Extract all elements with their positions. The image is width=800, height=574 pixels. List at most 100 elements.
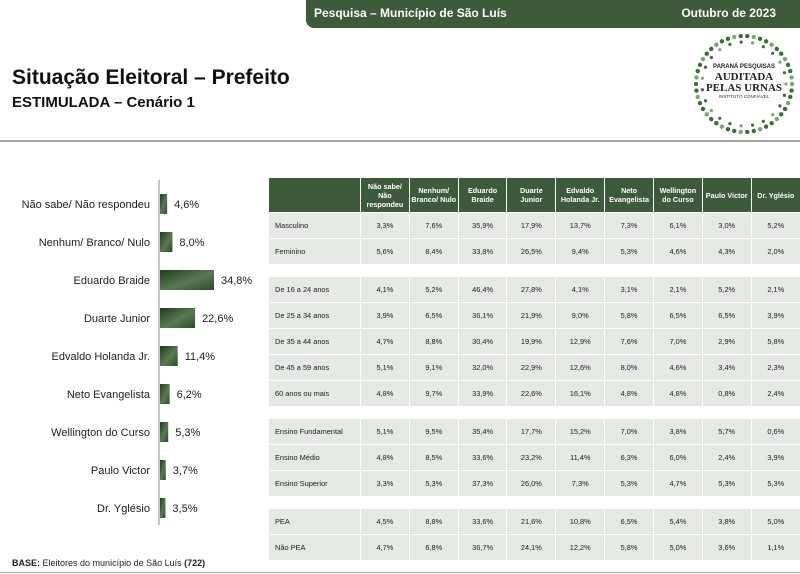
table-row-label: Ensino Fundamental	[268, 418, 361, 445]
table-cell: 8,4%	[408, 238, 459, 264]
table-cell: 5,3%	[750, 470, 800, 496]
seal-dot	[700, 76, 704, 80]
table-cell: 3,8%	[652, 418, 703, 445]
table-cell: 2,1%	[750, 276, 800, 303]
table-cell: 5,2%	[750, 212, 800, 239]
table-cell: 3,3%	[360, 212, 410, 239]
table-cell: 33,6%	[457, 508, 507, 535]
bar-value-label: 4,6%	[174, 199, 199, 211]
table-cell: 22,9%	[506, 354, 556, 381]
bar	[160, 422, 169, 442]
table-corner	[268, 178, 361, 213]
table-row-label: De 16 a 24 anos	[268, 276, 361, 303]
seal-dot	[719, 39, 725, 44]
table-row: 60 anos ou mais 4,8% 9,7% 33,9% 22,6% 16,1% 4,…	[268, 380, 800, 406]
seal-dot	[738, 33, 743, 39]
bar-category-label: Dr. Yglésio	[97, 503, 150, 515]
table-cell: 5,8%	[604, 534, 654, 560]
seal-dot	[697, 62, 703, 68]
table-row: De 35 a 44 anos 4,7% 8,8% 30,4% 19,9% 12,9% 7,…	[268, 328, 800, 355]
seal-dot	[757, 36, 763, 41]
seal-dot	[709, 108, 714, 113]
bar	[160, 498, 166, 518]
seal-dot	[774, 116, 779, 122]
seal-text-4: INSTITUTO CONFIÁVEL	[719, 93, 770, 99]
table-cell: 2,4%	[750, 380, 800, 406]
seal-dot	[695, 68, 700, 74]
seal-dot	[789, 88, 794, 93]
table-row: PEA 4,5% 8,8% 33,6% 21,6% 10,8% 6,5% 5,4% 3,8% 5,…	[268, 508, 800, 535]
seal-dot	[719, 124, 725, 129]
table-row: Feminino 5,6% 8,4% 33,8% 26,5% 9,4% 5,3% 4,6% 4,…	[268, 238, 800, 264]
seal-dot	[782, 71, 787, 75]
table-cell: 5,6%	[360, 238, 410, 264]
bar	[160, 194, 168, 214]
seal-dot	[757, 127, 763, 132]
bar-value-label: 5,3%	[175, 427, 200, 439]
table-cell: 33,9%	[457, 380, 507, 406]
seal-dot	[785, 100, 791, 106]
bar-value-label: 3,7%	[173, 465, 198, 477]
bar-value-label: 11,4%	[185, 351, 216, 363]
table-cell: 17,9%	[506, 212, 556, 239]
table-cell: 6,1%	[652, 212, 703, 239]
table-cell: 2,9%	[701, 328, 752, 355]
seal-dot	[763, 39, 769, 44]
table-cell: 9,1%	[408, 354, 459, 381]
table-cell: 11,4%	[555, 444, 605, 471]
seal-dot	[782, 106, 788, 112]
bar	[160, 346, 178, 366]
table-column-header: Eduardo Braide	[457, 178, 507, 213]
seal-dot	[718, 116, 722, 120]
table-column-header: Nenhum/ Branco/ Nulo	[408, 178, 459, 213]
bar-category-label: Wellington do Curso	[51, 427, 150, 439]
seal-dot	[761, 45, 765, 49]
table-cell: 3,8%	[701, 508, 752, 535]
table-cell: 4,5%	[360, 508, 410, 535]
table-cell: 4,7%	[360, 328, 410, 355]
table-cell: 9,5%	[408, 418, 459, 445]
table-cell: 6,5%	[408, 302, 459, 329]
table-cell: 7,0%	[652, 328, 703, 355]
table-row: Ensino Médio 4,8% 8,5% 33,6% 23,2% 11,4% 6,3% 6…	[268, 444, 800, 471]
table-cell: 30,4%	[457, 328, 507, 355]
table-cell: 36,1%	[457, 302, 507, 329]
table-cell: 32,0%	[457, 354, 507, 381]
seal-dot	[709, 116, 714, 122]
bar	[160, 460, 166, 480]
table-column-header: Não sabe/ Não respondeu	[360, 178, 410, 213]
crosstab-table: Não sabe/ Não respondeu Nenhum/ Branco/ N…	[268, 178, 800, 560]
seal-dot	[788, 68, 793, 74]
bar	[160, 384, 170, 404]
seal-dot	[695, 94, 700, 100]
table-cell: 4,1%	[555, 276, 605, 303]
header-divider	[0, 140, 800, 142]
bar-category-label: Edvaldo Holanda Jr.	[52, 351, 150, 363]
bar	[160, 232, 173, 252]
table-cell: 9,4%	[555, 238, 605, 264]
table-cell: 37,3%	[457, 470, 507, 496]
table-row-label: Feminino	[268, 238, 361, 264]
table-cell: 8,5%	[408, 444, 459, 471]
table-cell: 3,0%	[701, 212, 752, 239]
seal-dot	[782, 93, 787, 97]
table-row-label: Ensino Superior	[268, 470, 361, 496]
table-cell: 5,1%	[360, 354, 410, 381]
seal-dot	[778, 60, 782, 64]
table-cell: 4,3%	[701, 238, 752, 264]
bar-category-label: Neto Evangelista	[67, 389, 151, 401]
table-column-header: Wellington do Curso	[652, 178, 703, 213]
bar-chart: Não sabe/ Não respondeu 4,6% Nenhum/ Branc…	[22, 180, 252, 525]
table-cell: 4,8%	[604, 380, 654, 406]
table-cell: 4,6%	[652, 354, 703, 381]
table-row-label: De 35 a 44 anos	[268, 328, 361, 355]
table-cell: 6,3%	[604, 444, 654, 471]
seal-dot	[693, 81, 699, 87]
table-row-label: De 45 a 59 anos	[268, 354, 361, 381]
bar-category-label: Duarte Junior	[84, 313, 150, 325]
seal-dot	[761, 119, 765, 123]
table-row-label: Masculino	[268, 212, 361, 239]
table-cell: 33,8%	[457, 238, 507, 264]
bar-value-label: 8,0%	[179, 237, 204, 249]
table-group-spacer	[268, 264, 800, 277]
